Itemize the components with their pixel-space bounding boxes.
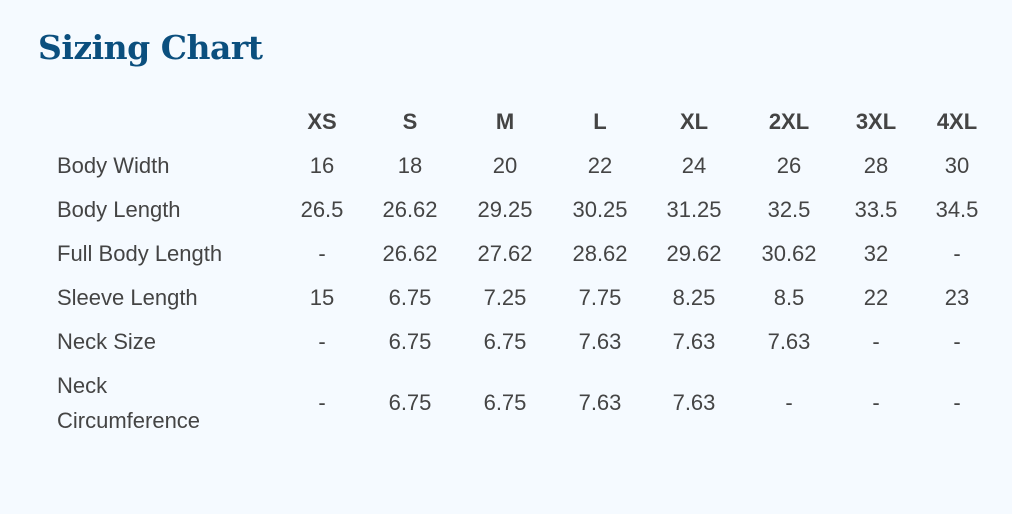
value-cell: 28.62 xyxy=(572,241,628,266)
size-header: 3XL xyxy=(855,109,897,134)
value-cell: 6.75 xyxy=(483,329,527,354)
sizing-table: XS S M L XL 2XL 3XL 4XL Body Width 16 18 20 22 24 26 2… xyxy=(47,100,995,442)
table-row: Full Body Length - 26.62 27.62 28.62 29.62 30.… xyxy=(47,232,995,276)
value-cell: 31.25 xyxy=(666,197,722,222)
row-label: Full Body Length xyxy=(57,241,223,266)
value-cell: 29.62 xyxy=(666,241,722,266)
value-cell: 7.63 xyxy=(672,329,716,354)
value-cell: 26.5 xyxy=(300,197,344,222)
value-cell: 32 xyxy=(863,241,889,266)
value-cell: 7.25 xyxy=(483,285,527,310)
value-cell: - xyxy=(318,241,326,266)
value-cell: 34.5 xyxy=(935,197,979,222)
value-cell: 6.75 xyxy=(388,285,432,310)
table-row: Neck Size - 6.75 6.75 7.63 7.63 7.63 - - xyxy=(47,320,995,364)
value-cell: 22 xyxy=(587,153,613,178)
value-cell: 7.75 xyxy=(578,285,622,310)
table-row: Neck Circumference - 6.75 6.75 7.63 7.63 - - - xyxy=(47,364,995,442)
value-cell: 26.62 xyxy=(382,241,438,266)
value-cell: 7.63 xyxy=(578,329,622,354)
value-cell: 6.75 xyxy=(483,390,527,415)
value-cell: 7.63 xyxy=(578,390,622,415)
value-cell: - xyxy=(318,329,326,354)
page-title: Sizing Chart xyxy=(38,28,263,67)
size-header: L xyxy=(593,109,607,134)
value-cell: 30.62 xyxy=(761,241,817,266)
value-cell: - xyxy=(318,390,326,415)
row-label: Neck Size xyxy=(57,329,157,354)
value-cell: 24 xyxy=(681,153,707,178)
value-cell: - xyxy=(953,390,961,415)
corner-cell xyxy=(47,100,277,144)
size-header: M xyxy=(495,109,515,134)
value-cell: 20 xyxy=(492,153,518,178)
value-cell: 26.62 xyxy=(382,197,438,222)
value-cell: 28 xyxy=(863,153,889,178)
value-cell: 22 xyxy=(863,285,889,310)
value-cell: 26 xyxy=(776,153,802,178)
value-cell: 16 xyxy=(309,153,335,178)
row-label: Body Length xyxy=(57,197,181,222)
value-cell: 18 xyxy=(397,153,423,178)
value-cell: 8.5 xyxy=(773,285,805,310)
value-cell: 15 xyxy=(309,285,335,310)
value-cell: - xyxy=(953,241,961,266)
row-label: Sleeve Length xyxy=(57,285,198,310)
value-cell: 23 xyxy=(944,285,970,310)
value-cell: 32.5 xyxy=(767,197,811,222)
value-cell: 8.25 xyxy=(672,285,716,310)
size-header: 2XL xyxy=(768,109,810,134)
value-cell: 6.75 xyxy=(388,390,432,415)
value-cell: 30.25 xyxy=(572,197,628,222)
value-cell: 6.75 xyxy=(388,329,432,354)
size-header: S xyxy=(402,109,418,134)
value-cell: - xyxy=(872,329,880,354)
value-cell: 27.62 xyxy=(477,241,533,266)
value-cell: - xyxy=(785,390,793,415)
value-cell: 7.63 xyxy=(767,329,811,354)
size-header: XL xyxy=(679,109,709,134)
value-cell: 33.5 xyxy=(854,197,898,222)
table-row: Sleeve Length 15 6.75 7.25 7.75 8.25 8.5 22 23 xyxy=(47,276,995,320)
size-header: XS xyxy=(307,109,337,134)
row-label: Neck Circumference xyxy=(57,373,201,433)
value-cell: - xyxy=(953,329,961,354)
table-row: Body Width 16 18 20 22 24 26 28 30 xyxy=(47,144,995,188)
table-row: Body Length 26.5 26.62 29.25 30.25 31.25 32.5 3… xyxy=(47,188,995,232)
size-header: 4XL xyxy=(936,109,978,134)
row-label: Body Width xyxy=(57,153,170,178)
header-row: XS S M L XL 2XL 3XL 4XL xyxy=(47,100,995,144)
value-cell: - xyxy=(872,390,880,415)
value-cell: 30 xyxy=(944,153,970,178)
value-cell: 7.63 xyxy=(672,390,716,415)
value-cell: 29.25 xyxy=(477,197,533,222)
